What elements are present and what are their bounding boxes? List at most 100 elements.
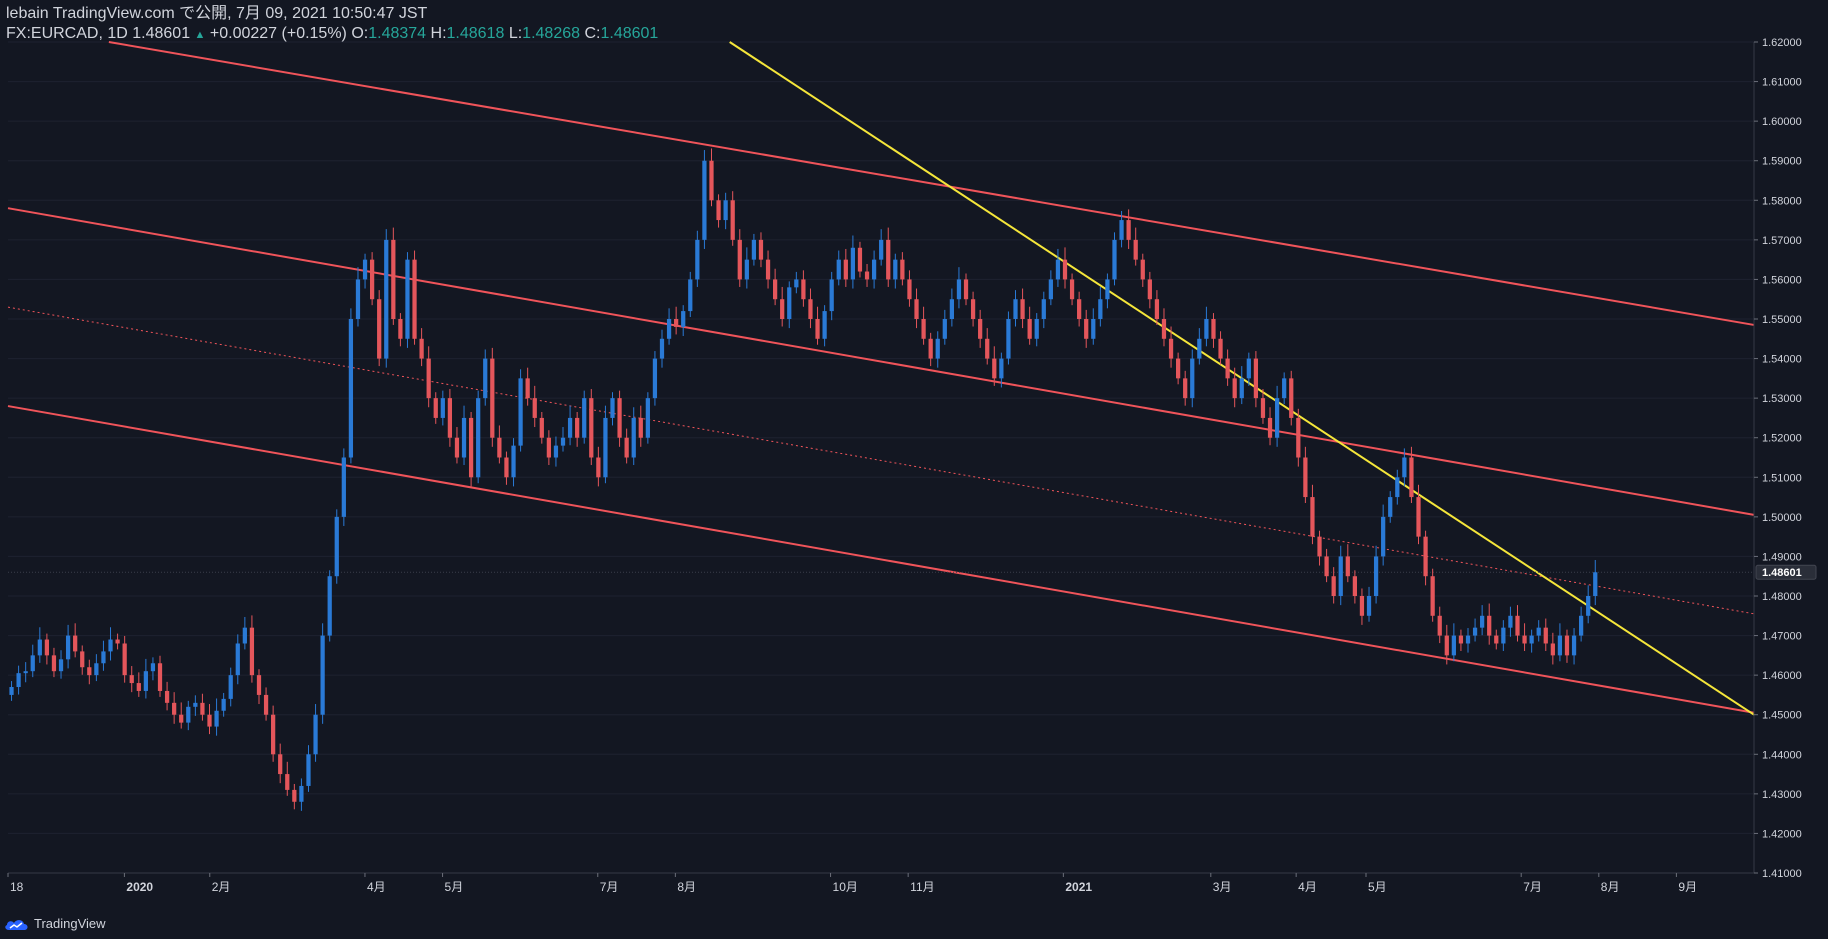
time-tick-label: 8月 (1601, 880, 1620, 894)
candle-up (836, 259, 841, 280)
candle-up (942, 319, 947, 339)
candle-up (1501, 627, 1506, 644)
candle-down (1550, 643, 1555, 656)
tradingview-branding[interactable]: TradingView (4, 916, 106, 931)
time-tick-label: 7月 (600, 880, 619, 894)
price-tick-label: 1.58000 (1762, 195, 1802, 207)
candle-down (1303, 457, 1308, 498)
candle-up (235, 643, 240, 676)
candle-down (285, 774, 290, 790)
price-change: +0.00227 (+0.15%) (209, 25, 347, 42)
candle-down (122, 643, 127, 676)
candle-down (1225, 358, 1230, 379)
candle-up (1451, 635, 1456, 656)
tradingview-brand-label: TradingView (34, 916, 106, 931)
candle-up (405, 259, 410, 339)
candle-up (384, 239, 389, 359)
candle-up (879, 239, 884, 260)
candle-down (928, 338, 933, 359)
candle-up (1536, 627, 1541, 636)
candle-up (1091, 319, 1096, 339)
candle-down (468, 417, 474, 478)
candle-down (730, 200, 735, 240)
candle-down (1494, 635, 1499, 644)
candle-up (1579, 615, 1584, 636)
candle-down (1232, 378, 1237, 399)
price-tick-label: 1.41000 (1762, 868, 1802, 880)
candle-down (737, 239, 742, 280)
candle-down (1154, 299, 1160, 319)
candle-down (1218, 338, 1223, 359)
time-tick-label: 4月 (1298, 880, 1317, 894)
candle-down (886, 239, 891, 280)
price-tick-label: 1.44000 (1762, 749, 1802, 761)
candle-up (567, 417, 573, 438)
candle-up (645, 398, 650, 438)
candle-up (850, 247, 856, 280)
candle-down (377, 299, 382, 359)
candle-up (1105, 279, 1110, 300)
candle-down (44, 639, 50, 656)
price-tick-label: 1.46000 (1762, 670, 1802, 682)
candle-down (780, 299, 785, 319)
candle-down (575, 417, 580, 438)
candle-down (1487, 615, 1492, 636)
tradingview-cloud-icon (5, 919, 28, 930)
candle-down (1543, 627, 1548, 644)
candle-up (1557, 635, 1563, 656)
candle-up (221, 698, 226, 711)
candle-down (179, 714, 184, 723)
time-tick-label: 2月 (212, 880, 231, 894)
candle-down (1069, 279, 1075, 300)
candle-up (58, 659, 64, 672)
candle-down (921, 319, 926, 339)
candle-up (483, 358, 488, 399)
candle-down (758, 239, 764, 260)
candle-down (433, 398, 438, 418)
candle-down (51, 655, 57, 672)
candle-down (426, 358, 431, 399)
candle-up (1593, 572, 1598, 596)
candle-down (412, 259, 417, 339)
candle-up (787, 287, 792, 319)
candle-up (101, 651, 106, 664)
candle-down (1515, 615, 1520, 636)
candle-down (398, 319, 403, 339)
candle-up (702, 160, 707, 240)
candle-down (1324, 556, 1329, 577)
candle-up (440, 398, 445, 418)
candles (9, 148, 1598, 811)
candle-down (963, 279, 969, 300)
time-tick-label: 2020 (126, 880, 153, 894)
candle-down (419, 338, 424, 359)
close-label: C: (584, 25, 601, 42)
candle-down (539, 417, 544, 438)
price-tick-label: 1.59000 (1762, 156, 1802, 168)
channel-middle-line (7, 207, 1755, 516)
last-price-box (1755, 564, 1817, 580)
time-axis[interactable]: 18 2020 2月 4月 5月 7月 8月 10月 11月 2021 3月 4月 5月 7月 8月 9月 (7, 873, 1697, 894)
candle-down (716, 200, 721, 221)
candle-down (271, 714, 276, 755)
candle-up (751, 239, 757, 260)
candle-up (603, 417, 608, 478)
candle-up (822, 311, 827, 339)
candle-down (87, 667, 92, 676)
candle-down (765, 259, 771, 280)
candle-down (525, 378, 530, 399)
symbol-name[interactable]: FX:EURCAD, 1D (6, 25, 128, 42)
candle-up (476, 398, 481, 478)
candle-down (73, 635, 78, 652)
candle-down (1437, 615, 1442, 636)
candle-down (200, 702, 205, 715)
price-tick-label: 1.43000 (1762, 789, 1802, 801)
price-tick-label: 1.52000 (1762, 433, 1802, 445)
price-axis[interactable]: 1.41000 1.42000 1.43000 1.44000 1.45000 1.460… (1754, 37, 1802, 880)
time-tick-label: 18 (10, 880, 24, 894)
candle-up (1586, 596, 1591, 616)
candle-up (1274, 398, 1280, 438)
price-tick-label: 1.48000 (1762, 591, 1802, 603)
candle-up (829, 279, 834, 312)
candle-up (150, 663, 156, 672)
